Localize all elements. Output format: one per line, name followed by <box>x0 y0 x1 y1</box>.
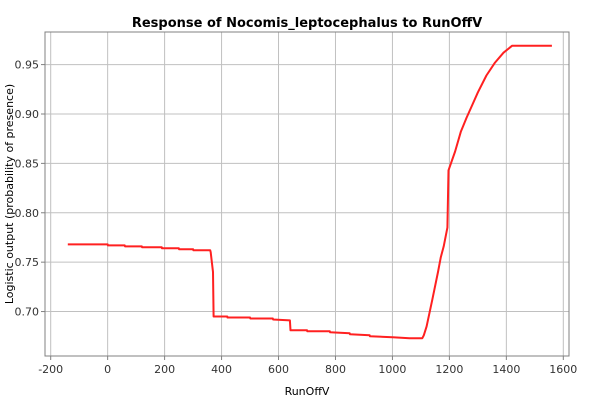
x-axis-label: RunOffV <box>285 385 330 398</box>
response-curve-line <box>67 44 552 340</box>
plot-frame <box>44 31 570 357</box>
x-tick-label: 800 <box>325 363 346 376</box>
series-layer <box>67 44 552 340</box>
x-tick-label: 1000 <box>378 363 406 376</box>
x-tick-label: 0 <box>104 363 111 376</box>
y-axis-ticks: 0.70 0.75 0.80 0.85 0.90 0.95 <box>15 59 45 319</box>
y-tick-label: 0.85 <box>15 157 40 170</box>
chart-title: Response of Nocomis_leptocephalus to Run… <box>132 16 482 31</box>
y-tick-label: 0.70 <box>15 306 40 319</box>
x-tick-label: 1600 <box>549 363 577 376</box>
y-tick-label: 0.95 <box>15 59 40 72</box>
x-tick-label: 1400 <box>492 363 520 376</box>
y-tick-label: 0.90 <box>15 108 40 121</box>
x-tick-label: 1200 <box>435 363 463 376</box>
x-tick-label: 200 <box>154 363 175 376</box>
x-axis-ticks: -200 0 200 400 600 800 1000 1200 1400 1600 <box>38 356 577 376</box>
grid <box>45 32 569 356</box>
x-tick-label: 400 <box>211 363 232 376</box>
y-tick-label: 0.80 <box>15 207 40 220</box>
y-tick-label: 0.75 <box>15 256 40 269</box>
y-axis-label: Logistic output (probability of presence… <box>3 84 16 304</box>
x-tick-label: -200 <box>38 363 63 376</box>
x-tick-label: 600 <box>268 363 289 376</box>
